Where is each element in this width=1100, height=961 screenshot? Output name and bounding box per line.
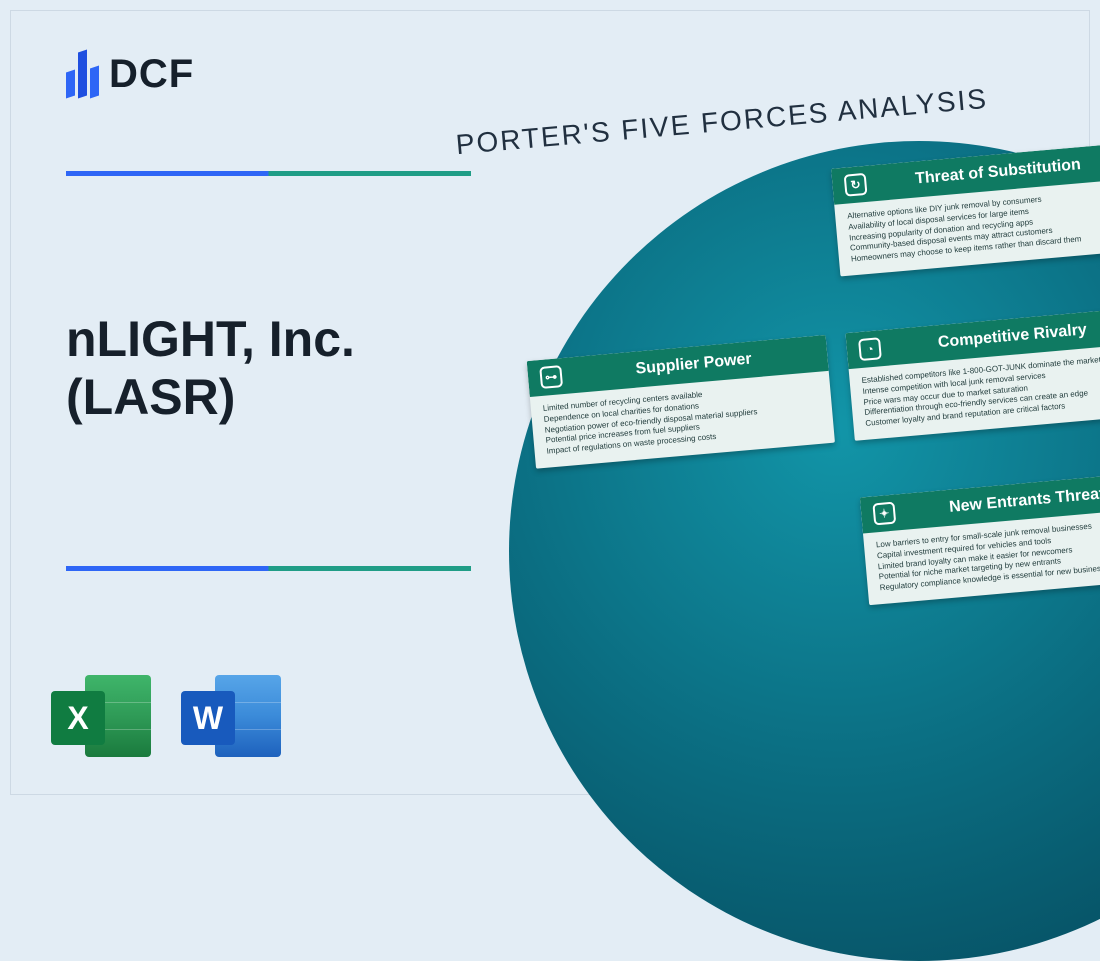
app-icons: X W <box>51 669 281 764</box>
divider-top <box>66 171 471 176</box>
pie-icon: ◔ <box>858 337 882 361</box>
divider-bottom <box>66 566 471 571</box>
excel-letter: X <box>51 691 105 745</box>
word-icon: W <box>181 669 281 764</box>
canvas: DCF nLIGHT, Inc. (LASR) X W PORTER'S FIV… <box>10 10 1090 795</box>
person-icon: ✦ <box>872 502 896 526</box>
word-letter: W <box>181 691 235 745</box>
brand-logo: DCF <box>66 51 194 97</box>
brand-logo-icon <box>66 51 99 97</box>
brand-name: DCF <box>109 52 194 97</box>
key-icon: ⊶ <box>539 365 563 389</box>
excel-icon: X <box>51 669 151 764</box>
refresh-icon: ↻ <box>844 173 868 197</box>
page-title: nLIGHT, Inc. (LASR) <box>66 311 496 426</box>
